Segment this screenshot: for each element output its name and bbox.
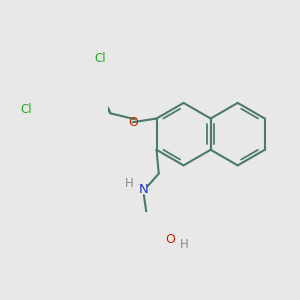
Text: N: N [139, 183, 149, 196]
Text: O: O [166, 232, 176, 245]
Text: H: H [180, 238, 188, 251]
Text: Cl: Cl [94, 52, 106, 65]
Text: O: O [128, 116, 138, 129]
Text: H: H [124, 178, 134, 190]
Text: Cl: Cl [20, 103, 32, 116]
